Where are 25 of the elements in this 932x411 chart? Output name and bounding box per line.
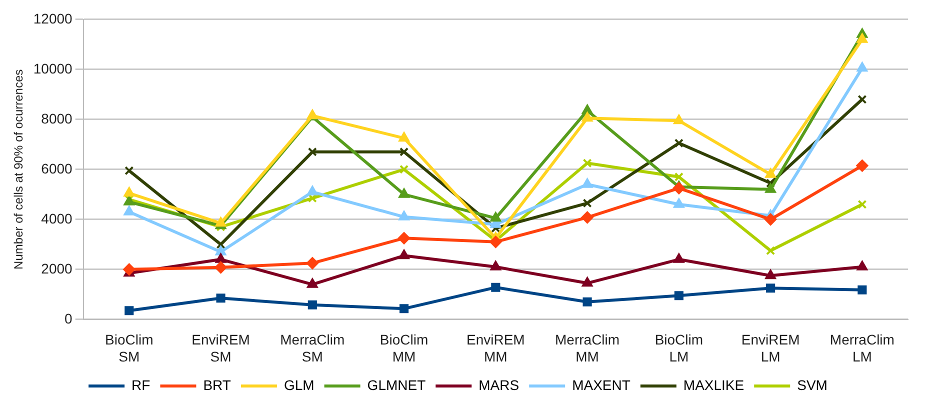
y-axis-title: Number of cells at 90% of ocurrences xyxy=(12,69,26,270)
y-tick-label: 2000 xyxy=(41,260,73,276)
legend-label: GLM xyxy=(284,376,314,393)
x-tick-label: MerraClim MM xyxy=(555,332,620,364)
legend-label: MAXLIKE xyxy=(683,376,744,393)
y-tick-label: 4000 xyxy=(41,210,73,226)
y-tick-label: 0 xyxy=(64,310,73,326)
x-tick-label: BioClim SM xyxy=(105,332,154,364)
x-tick-label: MerraClim LM xyxy=(830,332,894,364)
y-tick-label: 8000 xyxy=(41,110,73,126)
x-tick-label: MerraClim SM xyxy=(280,332,345,364)
x-tick-label: EnviREM MM xyxy=(466,332,525,364)
x-tick-label: EnviREM LM xyxy=(741,332,800,364)
legend-label: RF xyxy=(132,376,150,393)
legend-label: BRT xyxy=(203,376,232,393)
legend-label: MARS xyxy=(478,376,520,393)
y-tick-label: 10000 xyxy=(33,60,73,76)
x-tick-label: BioClim LM xyxy=(654,332,704,364)
x-tick-label: BioClim MM xyxy=(380,332,428,364)
legend-label: SVM xyxy=(797,376,828,393)
y-tick-label: 6000 xyxy=(41,160,73,176)
legend-label: GLMNET xyxy=(367,376,426,393)
x-tick-label: EnviREM SM xyxy=(192,332,250,364)
y-tick-label: 12000 xyxy=(33,10,73,26)
legend-label: MAXENT xyxy=(572,376,631,393)
